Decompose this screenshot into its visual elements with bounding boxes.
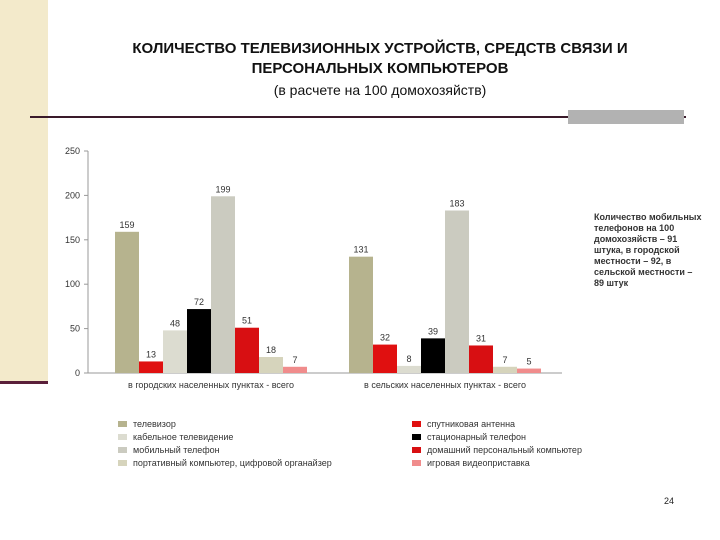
bar — [115, 231, 139, 373]
data-label: 39 — [428, 326, 438, 336]
data-label: 131 — [353, 245, 368, 255]
bar — [235, 327, 259, 373]
page-number: 24 — [664, 496, 675, 506]
legend-swatch — [118, 447, 127, 453]
data-label: 5 — [526, 357, 531, 367]
category-label: в городских населенных пунктах - всего — [128, 380, 294, 390]
data-label: 7 — [292, 355, 297, 365]
y-tick-label: 0 — [75, 368, 80, 378]
bar — [139, 361, 163, 373]
legend-label: игровая видеоприставка — [427, 458, 530, 468]
legend-swatch — [118, 421, 127, 427]
legend-item: спутниковая антенна — [412, 419, 515, 429]
legend-swatch — [412, 421, 421, 427]
data-label: 199 — [215, 184, 230, 194]
category-label: в сельских населенных пунктах - всего — [364, 380, 526, 390]
bar — [397, 365, 421, 373]
mobile-phones-note: Количество мобильных телефонов на 100 до… — [594, 212, 702, 288]
data-label: 31 — [476, 333, 486, 343]
data-label: 32 — [380, 333, 390, 343]
bar — [211, 196, 235, 373]
data-label: 13 — [146, 349, 156, 359]
bar — [259, 357, 283, 373]
left-decor-band — [0, 0, 48, 384]
bar — [283, 366, 307, 373]
legend-label: стационарный телефон — [427, 432, 527, 442]
data-label: 72 — [194, 297, 204, 307]
data-label: 159 — [119, 220, 134, 230]
legend-label: спутниковая антенна — [427, 419, 516, 429]
legend-label: портативный компьютер, цифровой органайз… — [133, 458, 332, 468]
legend-swatch — [412, 447, 421, 453]
y-tick-label: 250 — [65, 146, 80, 156]
data-label: 8 — [406, 354, 411, 364]
bar — [469, 345, 493, 373]
title-divider — [30, 116, 686, 118]
bar — [445, 210, 469, 373]
bar — [349, 256, 373, 373]
y-tick-label: 200 — [65, 190, 80, 200]
legend-label: мобильный телефон — [133, 445, 220, 455]
page-subtitle: (в расчете на 100 домохозяйств) — [273, 82, 487, 98]
data-label: 51 — [242, 316, 252, 326]
legend-label: домашний персональный компьютер — [427, 445, 582, 455]
bar — [517, 368, 541, 373]
page-title-line2: ПЕРСОНАЛЬНЫХ КОМПЬЮТЕРОВ — [251, 60, 509, 77]
legend-item: портативный компьютер, цифровой органайз… — [118, 458, 332, 468]
data-label: 7 — [502, 355, 507, 365]
legend-item: домашний персональный компьютер — [412, 445, 582, 455]
y-tick-label: 150 — [65, 235, 80, 245]
bar — [493, 366, 517, 373]
divider-accent-block — [568, 110, 684, 124]
data-label: 18 — [266, 345, 276, 355]
left-decor-line — [0, 381, 48, 384]
y-tick-label: 50 — [70, 324, 80, 334]
legend-item: кабельное телевидение — [118, 432, 233, 442]
legend-item: стационарный телефон — [412, 432, 526, 442]
data-label: 48 — [170, 318, 180, 328]
y-tick-label: 100 — [65, 279, 80, 289]
legend-item: игровая видеоприставка — [412, 458, 530, 468]
bar — [163, 330, 187, 373]
page-title-line1: КОЛИЧЕСТВО ТЕЛЕВИЗИОННЫХ УСТРОЙСТВ, СРЕД… — [132, 40, 628, 57]
bar — [373, 344, 397, 373]
legend-label: телевизор — [133, 419, 176, 429]
bar — [421, 338, 445, 373]
legend-swatch — [412, 434, 421, 440]
data-label: 183 — [449, 198, 464, 208]
legend-item: телевизор — [118, 419, 176, 429]
legend-swatch — [412, 460, 421, 466]
legend-label: кабельное телевидение — [133, 432, 234, 442]
legend-swatch — [118, 460, 127, 466]
legend-swatch — [118, 434, 127, 440]
bar — [187, 309, 211, 373]
legend-item: мобильный телефон — [118, 445, 220, 455]
